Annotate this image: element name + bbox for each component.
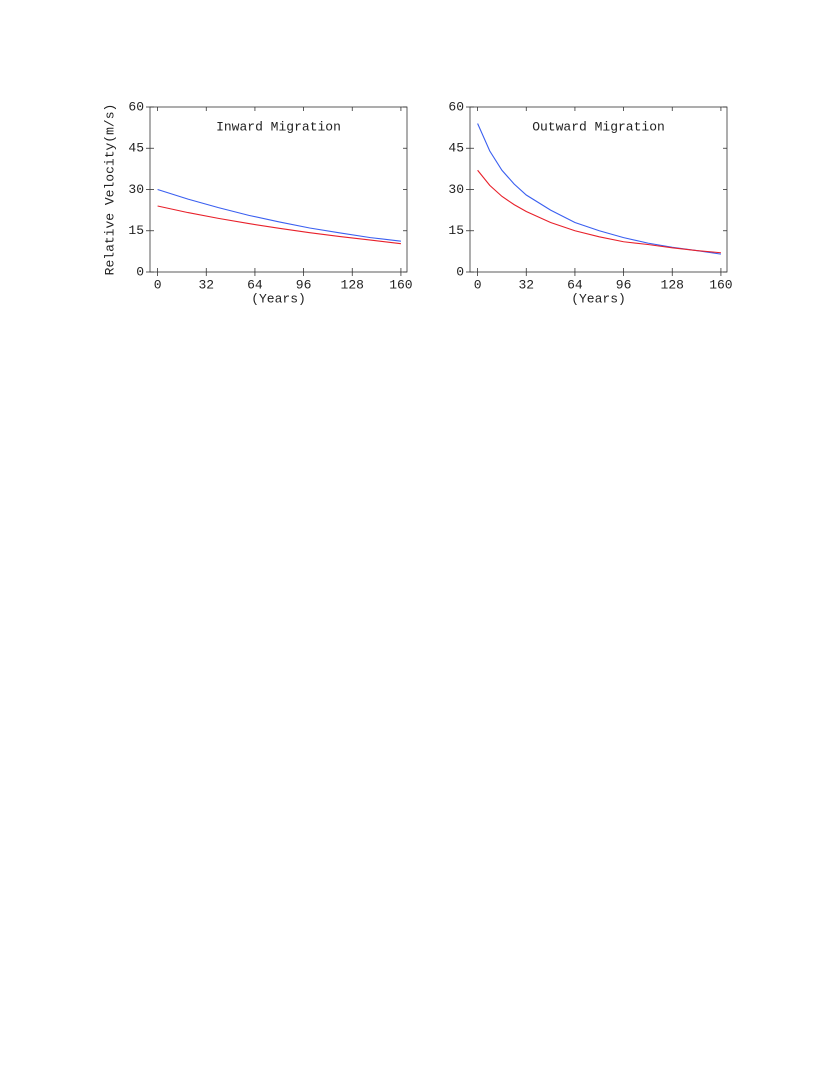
y-tick-label: 0	[136, 264, 144, 279]
y-tick-label: 60	[128, 99, 144, 114]
annotation-title: Inward Migration	[216, 119, 341, 134]
x-tick-label: 96	[616, 277, 632, 292]
series-line	[477, 123, 721, 255]
x-axis-label: (Years)	[251, 291, 306, 306]
y-tick-label: 0	[456, 264, 464, 279]
y-tick-label: 15	[128, 223, 144, 238]
x-tick-label: 64	[247, 277, 263, 292]
x-tick-label: 96	[296, 277, 312, 292]
y-tick-label: 30	[128, 182, 144, 197]
x-tick-label: 160	[389, 277, 412, 292]
y-tick-label: 15	[448, 223, 464, 238]
x-tick-label: 0	[474, 277, 482, 292]
x-tick-label: 64	[567, 277, 583, 292]
x-tick-label: 0	[154, 277, 162, 292]
y-tick-label: 45	[128, 141, 144, 156]
y-tick-label: 30	[448, 182, 464, 197]
series-line	[157, 205, 401, 245]
x-tick-label: 128	[341, 277, 364, 292]
y-tick-label: 60	[448, 99, 464, 114]
x-axis-label: (Years)	[571, 291, 626, 306]
series-line	[157, 188, 401, 242]
x-tick-label: 32	[198, 277, 214, 292]
x-tick-label: 128	[661, 277, 684, 292]
annotation-title: Outward Migration	[532, 119, 665, 134]
y-axis-label: Relative Velocity(m/s)	[102, 104, 117, 276]
x-tick-label: 32	[518, 277, 534, 292]
series-line	[477, 169, 721, 254]
x-tick-label: 160	[709, 277, 732, 292]
y-tick-label: 45	[448, 141, 464, 156]
